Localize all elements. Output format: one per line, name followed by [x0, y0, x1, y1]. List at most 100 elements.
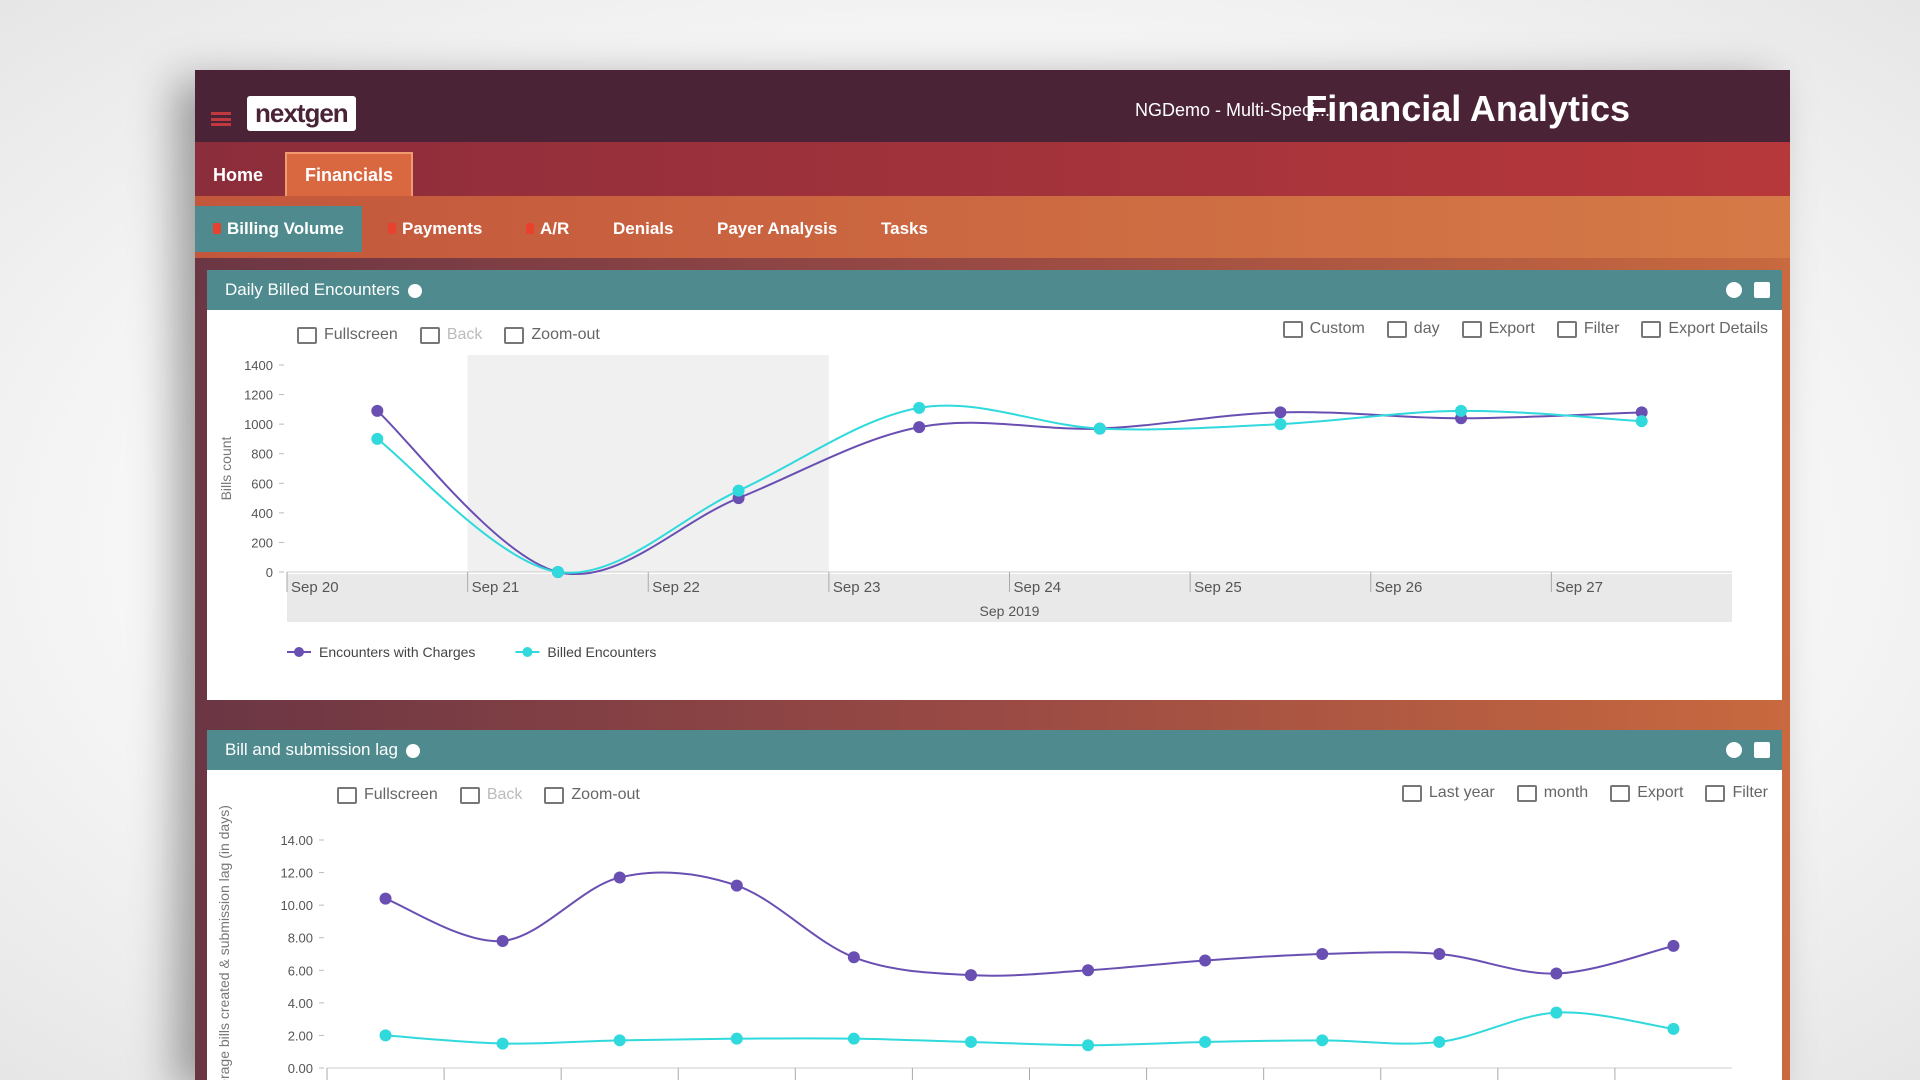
toolbar-right: Last year month Export Filter — [1402, 784, 1768, 802]
sub-tab-label: Billing Volume — [227, 219, 344, 238]
sub-tab[interactable]: Payer Analysis — [699, 206, 855, 252]
data-point — [1274, 406, 1287, 419]
y-axis-title: Bills count — [218, 436, 234, 500]
y-tick-label: 14.00 — [280, 833, 313, 848]
data-point — [371, 404, 384, 417]
sub-tab[interactable]: Payments — [370, 206, 500, 252]
nav-tab[interactable]: Financials — [285, 152, 414, 196]
data-point — [730, 879, 743, 892]
menu-icon[interactable] — [1754, 742, 1770, 758]
tool-button[interactable]: Back — [420, 326, 483, 344]
data-point — [1433, 948, 1446, 960]
y-tick-label: 1400 — [244, 358, 273, 373]
y-tick-label: 600 — [251, 476, 273, 491]
panel-body: Average bills created & submission lag (… — [207, 770, 1782, 1080]
sub-tab[interactable]: Denials — [595, 206, 691, 252]
toolbar-left: Fullscreen Back Zoom-out — [337, 786, 640, 804]
data-point — [613, 1034, 626, 1047]
data-point — [913, 421, 926, 434]
y-tick-label: 8.00 — [288, 931, 313, 946]
data-point — [730, 1032, 743, 1045]
data-point — [1455, 404, 1468, 417]
tool-button[interactable]: Custom — [1283, 320, 1365, 338]
data-point — [379, 1029, 392, 1042]
y-tick-label: 2.00 — [288, 1028, 313, 1043]
y-tick-label: 4.00 — [288, 996, 313, 1011]
app-window: nextgen NGDemo - Multi-Speci... Financia… — [195, 70, 1790, 1080]
tool-button[interactable]: Zoom-out — [544, 786, 639, 804]
sub-tab-label: Denials — [613, 219, 674, 238]
sub-tab[interactable]: Tasks — [863, 206, 946, 252]
data-point — [847, 951, 860, 964]
data-point — [371, 432, 384, 445]
panel: Bill and submission lag Average bills cre… — [207, 730, 1782, 1080]
data-point — [1082, 964, 1095, 977]
tool-button[interactable]: Export Details — [1641, 320, 1768, 338]
data-point — [496, 1037, 509, 1050]
tool-button[interactable]: Export — [1610, 784, 1683, 802]
legend-marker — [522, 647, 533, 657]
tool-button[interactable]: Fullscreen — [337, 786, 438, 804]
y-tick-label: 10.00 — [280, 898, 313, 913]
data-point — [379, 892, 392, 905]
top-bar: nextgen NGDemo - Multi-Speci... Financia… — [195, 70, 1790, 142]
sub-tab-label: Payer Analysis — [717, 219, 838, 238]
data-point — [1635, 415, 1648, 428]
data-point — [613, 871, 626, 884]
data-point — [1093, 422, 1106, 435]
y-tick-label: 6.00 — [288, 963, 313, 978]
y-tick-label: 200 — [251, 535, 273, 550]
tool-button[interactable]: Last year — [1402, 784, 1495, 802]
sub-tab[interactable]: A/R — [508, 206, 587, 252]
series-line — [385, 871, 1674, 977]
x-tick-label: Sep 20 — [291, 579, 339, 596]
panel-title: Daily Billed Encounters — [225, 280, 400, 299]
y-tick-label: 1000 — [244, 417, 273, 432]
x-tick-label: Sep 24 — [1014, 579, 1062, 596]
x-axis-title: Sep 2019 — [980, 603, 1040, 619]
data-point — [913, 401, 926, 414]
tool-button[interactable]: Filter — [1557, 320, 1620, 338]
info-icon[interactable] — [405, 743, 420, 758]
add-icon[interactable] — [1726, 282, 1742, 298]
sub-tab[interactable]: Billing Volume — [195, 206, 362, 252]
data-point — [496, 934, 509, 947]
data-point — [1667, 1022, 1680, 1035]
panel-body: Bills count 0 200 400 600 800 1000 1200 1400 Sep … — [207, 310, 1782, 700]
data-point — [1667, 939, 1680, 952]
nav-tab[interactable]: Home — [213, 165, 264, 185]
data-point — [551, 566, 564, 578]
data-point — [1635, 406, 1648, 419]
y-tick-label: 0.00 — [288, 1061, 313, 1076]
info-icon[interactable] — [407, 283, 422, 298]
data-point — [1316, 1034, 1329, 1047]
y-tick-label: 1200 — [244, 388, 273, 403]
y-tick-label: 800 — [251, 447, 273, 462]
panel-title: Bill and submission lag — [225, 740, 398, 759]
subtab-bar: Billing Volume Payments A/R Denials Payer An… — [195, 196, 1790, 258]
alert-icon — [213, 223, 221, 234]
tool-button[interactable]: Export — [1462, 320, 1535, 338]
legend-marker — [294, 647, 304, 657]
data-point — [1433, 1035, 1446, 1048]
tab-bar: Home Financials — [195, 142, 1790, 196]
tool-button[interactable]: Filter — [1705, 784, 1768, 802]
tool-button[interactable]: day — [1387, 320, 1440, 338]
selection-band — [467, 355, 829, 572]
tool-button[interactable]: Zoom-out — [504, 326, 599, 344]
org-name[interactable]: NGDemo - Multi-Speci... — [1134, 100, 1330, 120]
menu-button[interactable] — [211, 112, 231, 126]
add-icon[interactable] — [1726, 742, 1742, 758]
app-title: Financial Analytics — [1305, 88, 1630, 129]
alert-icon — [526, 223, 534, 234]
x-tick-label: Sep 21 — [472, 579, 520, 596]
tool-button[interactable]: Back — [460, 786, 523, 804]
data-point — [1199, 954, 1212, 967]
tool-button[interactable]: month — [1517, 784, 1588, 802]
x-tick-label: Sep 22 — [652, 579, 700, 596]
tool-button[interactable]: Fullscreen — [297, 326, 398, 344]
x-tick-label: Sep 26 — [1375, 579, 1423, 596]
sub-tab-label: A/R — [540, 219, 570, 238]
menu-icon[interactable] — [1754, 282, 1770, 298]
